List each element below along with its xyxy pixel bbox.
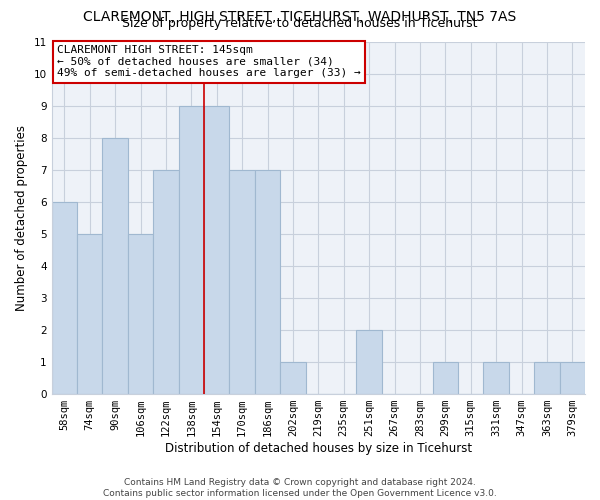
Bar bbox=[153, 170, 179, 394]
Bar bbox=[204, 106, 229, 394]
Bar bbox=[280, 362, 305, 394]
Bar bbox=[77, 234, 103, 394]
Y-axis label: Number of detached properties: Number of detached properties bbox=[15, 125, 28, 311]
Text: CLAREMONT, HIGH STREET, TICEHURST, WADHURST, TN5 7AS: CLAREMONT, HIGH STREET, TICEHURST, WADHU… bbox=[83, 10, 517, 24]
Bar bbox=[356, 330, 382, 394]
Text: Size of property relative to detached houses in Ticehurst: Size of property relative to detached ho… bbox=[122, 18, 478, 30]
Bar bbox=[433, 362, 458, 394]
Bar bbox=[560, 362, 585, 394]
Text: Contains HM Land Registry data © Crown copyright and database right 2024.
Contai: Contains HM Land Registry data © Crown c… bbox=[103, 478, 497, 498]
Bar bbox=[255, 170, 280, 394]
X-axis label: Distribution of detached houses by size in Ticehurst: Distribution of detached houses by size … bbox=[165, 442, 472, 455]
Bar bbox=[534, 362, 560, 394]
Bar bbox=[103, 138, 128, 394]
Text: CLAREMONT HIGH STREET: 145sqm
← 50% of detached houses are smaller (34)
49% of s: CLAREMONT HIGH STREET: 145sqm ← 50% of d… bbox=[57, 45, 361, 78]
Bar bbox=[229, 170, 255, 394]
Bar bbox=[179, 106, 204, 394]
Bar bbox=[52, 202, 77, 394]
Bar bbox=[484, 362, 509, 394]
Bar bbox=[128, 234, 153, 394]
